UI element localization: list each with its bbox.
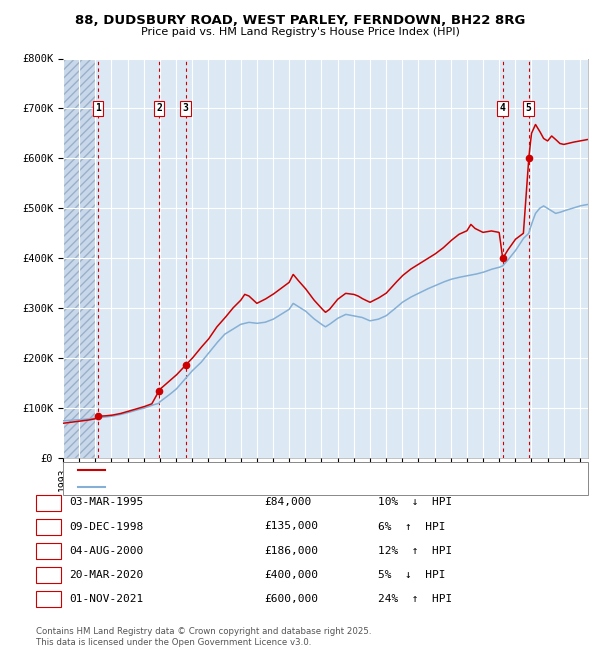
Bar: [63, 58, 95, 458]
Text: £600,000: £600,000: [264, 593, 318, 604]
Text: 1: 1: [45, 497, 52, 508]
Text: £135,000: £135,000: [264, 521, 318, 532]
Text: 20-MAR-2020: 20-MAR-2020: [69, 569, 143, 580]
Text: £186,000: £186,000: [264, 545, 318, 556]
Text: HPI: Average price, detached house, Dorset: HPI: Average price, detached house, Dors…: [111, 482, 329, 491]
Text: 12%  ↑  HPI: 12% ↑ HPI: [378, 545, 452, 556]
Text: 88, DUDSBURY ROAD, WEST PARLEY, FERNDOWN, BH22 8RG (detached house): 88, DUDSBURY ROAD, WEST PARLEY, FERNDOWN…: [111, 465, 506, 475]
Text: 3: 3: [45, 545, 52, 556]
Text: 1: 1: [95, 103, 101, 114]
Text: 88, DUDSBURY ROAD, WEST PARLEY, FERNDOWN, BH22 8RG: 88, DUDSBURY ROAD, WEST PARLEY, FERNDOWN…: [75, 14, 525, 27]
Text: 4: 4: [500, 103, 506, 114]
Text: 2: 2: [156, 103, 162, 114]
Text: 10%  ↓  HPI: 10% ↓ HPI: [378, 497, 452, 508]
Text: 03-MAR-1995: 03-MAR-1995: [69, 497, 143, 508]
Text: Contains HM Land Registry data © Crown copyright and database right 2025.
This d: Contains HM Land Registry data © Crown c…: [36, 627, 371, 647]
Text: 09-DEC-1998: 09-DEC-1998: [69, 521, 143, 532]
Text: 5: 5: [45, 593, 52, 604]
Text: 5%  ↓  HPI: 5% ↓ HPI: [378, 569, 445, 580]
Text: Price paid vs. HM Land Registry's House Price Index (HPI): Price paid vs. HM Land Registry's House …: [140, 27, 460, 37]
Text: 3: 3: [182, 103, 188, 114]
Text: 4: 4: [45, 569, 52, 580]
Text: 01-NOV-2021: 01-NOV-2021: [69, 593, 143, 604]
Text: 04-AUG-2000: 04-AUG-2000: [69, 545, 143, 556]
Text: 2: 2: [45, 521, 52, 532]
Text: 5: 5: [526, 103, 532, 114]
Text: £84,000: £84,000: [264, 497, 311, 508]
Text: 24%  ↑  HPI: 24% ↑ HPI: [378, 593, 452, 604]
Text: 6%  ↑  HPI: 6% ↑ HPI: [378, 521, 445, 532]
Text: £400,000: £400,000: [264, 569, 318, 580]
